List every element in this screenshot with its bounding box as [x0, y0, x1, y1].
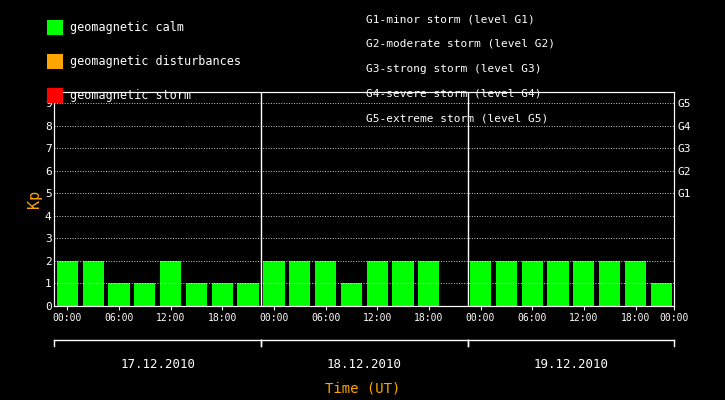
Bar	[315, 261, 336, 306]
Text: 17.12.2010: 17.12.2010	[120, 358, 195, 371]
Text: G2-moderate storm (level G2): G2-moderate storm (level G2)	[366, 39, 555, 49]
Text: geomagnetic storm: geomagnetic storm	[70, 89, 191, 102]
Text: 18.12.2010: 18.12.2010	[327, 358, 402, 371]
Bar	[341, 284, 362, 306]
Bar	[625, 261, 646, 306]
Bar	[263, 261, 284, 306]
Bar	[521, 261, 543, 306]
Bar	[108, 284, 130, 306]
Bar	[573, 261, 594, 306]
Bar	[418, 261, 439, 306]
Bar	[470, 261, 491, 306]
Bar	[238, 284, 259, 306]
Text: G3-strong storm (level G3): G3-strong storm (level G3)	[366, 64, 542, 74]
Y-axis label: Kp: Kp	[27, 190, 42, 208]
Text: geomagnetic calm: geomagnetic calm	[70, 21, 184, 34]
Bar	[57, 261, 78, 306]
Bar	[134, 284, 155, 306]
Text: G5-extreme storm (level G5): G5-extreme storm (level G5)	[366, 113, 548, 123]
Bar	[212, 284, 233, 306]
Text: G4-severe storm (level G4): G4-severe storm (level G4)	[366, 88, 542, 98]
Bar	[186, 284, 207, 306]
Bar	[160, 261, 181, 306]
Text: geomagnetic disturbances: geomagnetic disturbances	[70, 55, 241, 68]
Bar	[496, 261, 517, 306]
Bar	[83, 261, 104, 306]
Bar	[547, 261, 568, 306]
Bar	[289, 261, 310, 306]
Text: G1-minor storm (level G1): G1-minor storm (level G1)	[366, 14, 535, 24]
Text: Time (UT): Time (UT)	[325, 382, 400, 396]
Bar	[599, 261, 621, 306]
Bar	[651, 284, 672, 306]
Bar	[367, 261, 388, 306]
Bar	[392, 261, 414, 306]
Text: 19.12.2010: 19.12.2010	[534, 358, 608, 371]
